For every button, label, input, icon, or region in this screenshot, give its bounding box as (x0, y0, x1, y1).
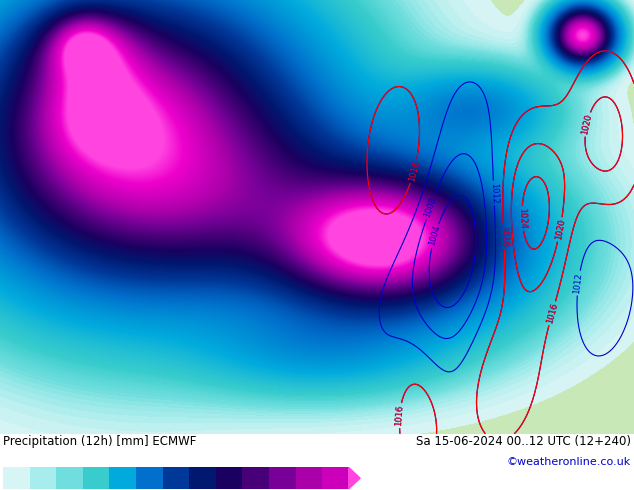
Text: 1016: 1016 (394, 405, 405, 426)
Text: 1016: 1016 (499, 226, 508, 247)
Text: 1012: 1012 (489, 182, 499, 204)
Text: 1008: 1008 (423, 196, 438, 219)
Bar (295, 467, 322, 489)
Bar (83, 467, 110, 489)
Bar (163, 467, 189, 489)
Text: 1012: 1012 (573, 272, 584, 294)
Bar (30, 467, 56, 489)
Text: ©weatheronline.co.uk: ©weatheronline.co.uk (507, 457, 631, 467)
Bar (136, 467, 163, 489)
Bar (242, 467, 269, 489)
Polygon shape (349, 467, 360, 489)
Text: 1016: 1016 (499, 226, 508, 247)
Text: 1016: 1016 (407, 159, 421, 182)
Bar (110, 467, 136, 489)
Text: 1016: 1016 (545, 302, 559, 325)
Bar (216, 467, 242, 489)
Bar (269, 467, 295, 489)
Bar (322, 467, 349, 489)
Text: 1020: 1020 (580, 113, 593, 136)
Text: 1016: 1016 (545, 302, 559, 325)
Bar (3, 467, 30, 489)
Text: 1024: 1024 (517, 208, 527, 229)
Text: 1020: 1020 (553, 219, 566, 241)
Bar (189, 467, 216, 489)
Bar (56, 467, 83, 489)
Text: 1024: 1024 (517, 208, 527, 229)
Text: 1020: 1020 (553, 219, 566, 241)
Text: 1016: 1016 (394, 405, 405, 426)
Text: Sa 15-06-2024 00..12 UTC (12+240): Sa 15-06-2024 00..12 UTC (12+240) (416, 435, 631, 448)
Text: 1016: 1016 (407, 159, 421, 182)
Text: 1020: 1020 (580, 113, 593, 136)
Text: Precipitation (12h) [mm] ECMWF: Precipitation (12h) [mm] ECMWF (3, 435, 197, 448)
Text: 1004: 1004 (427, 224, 442, 247)
